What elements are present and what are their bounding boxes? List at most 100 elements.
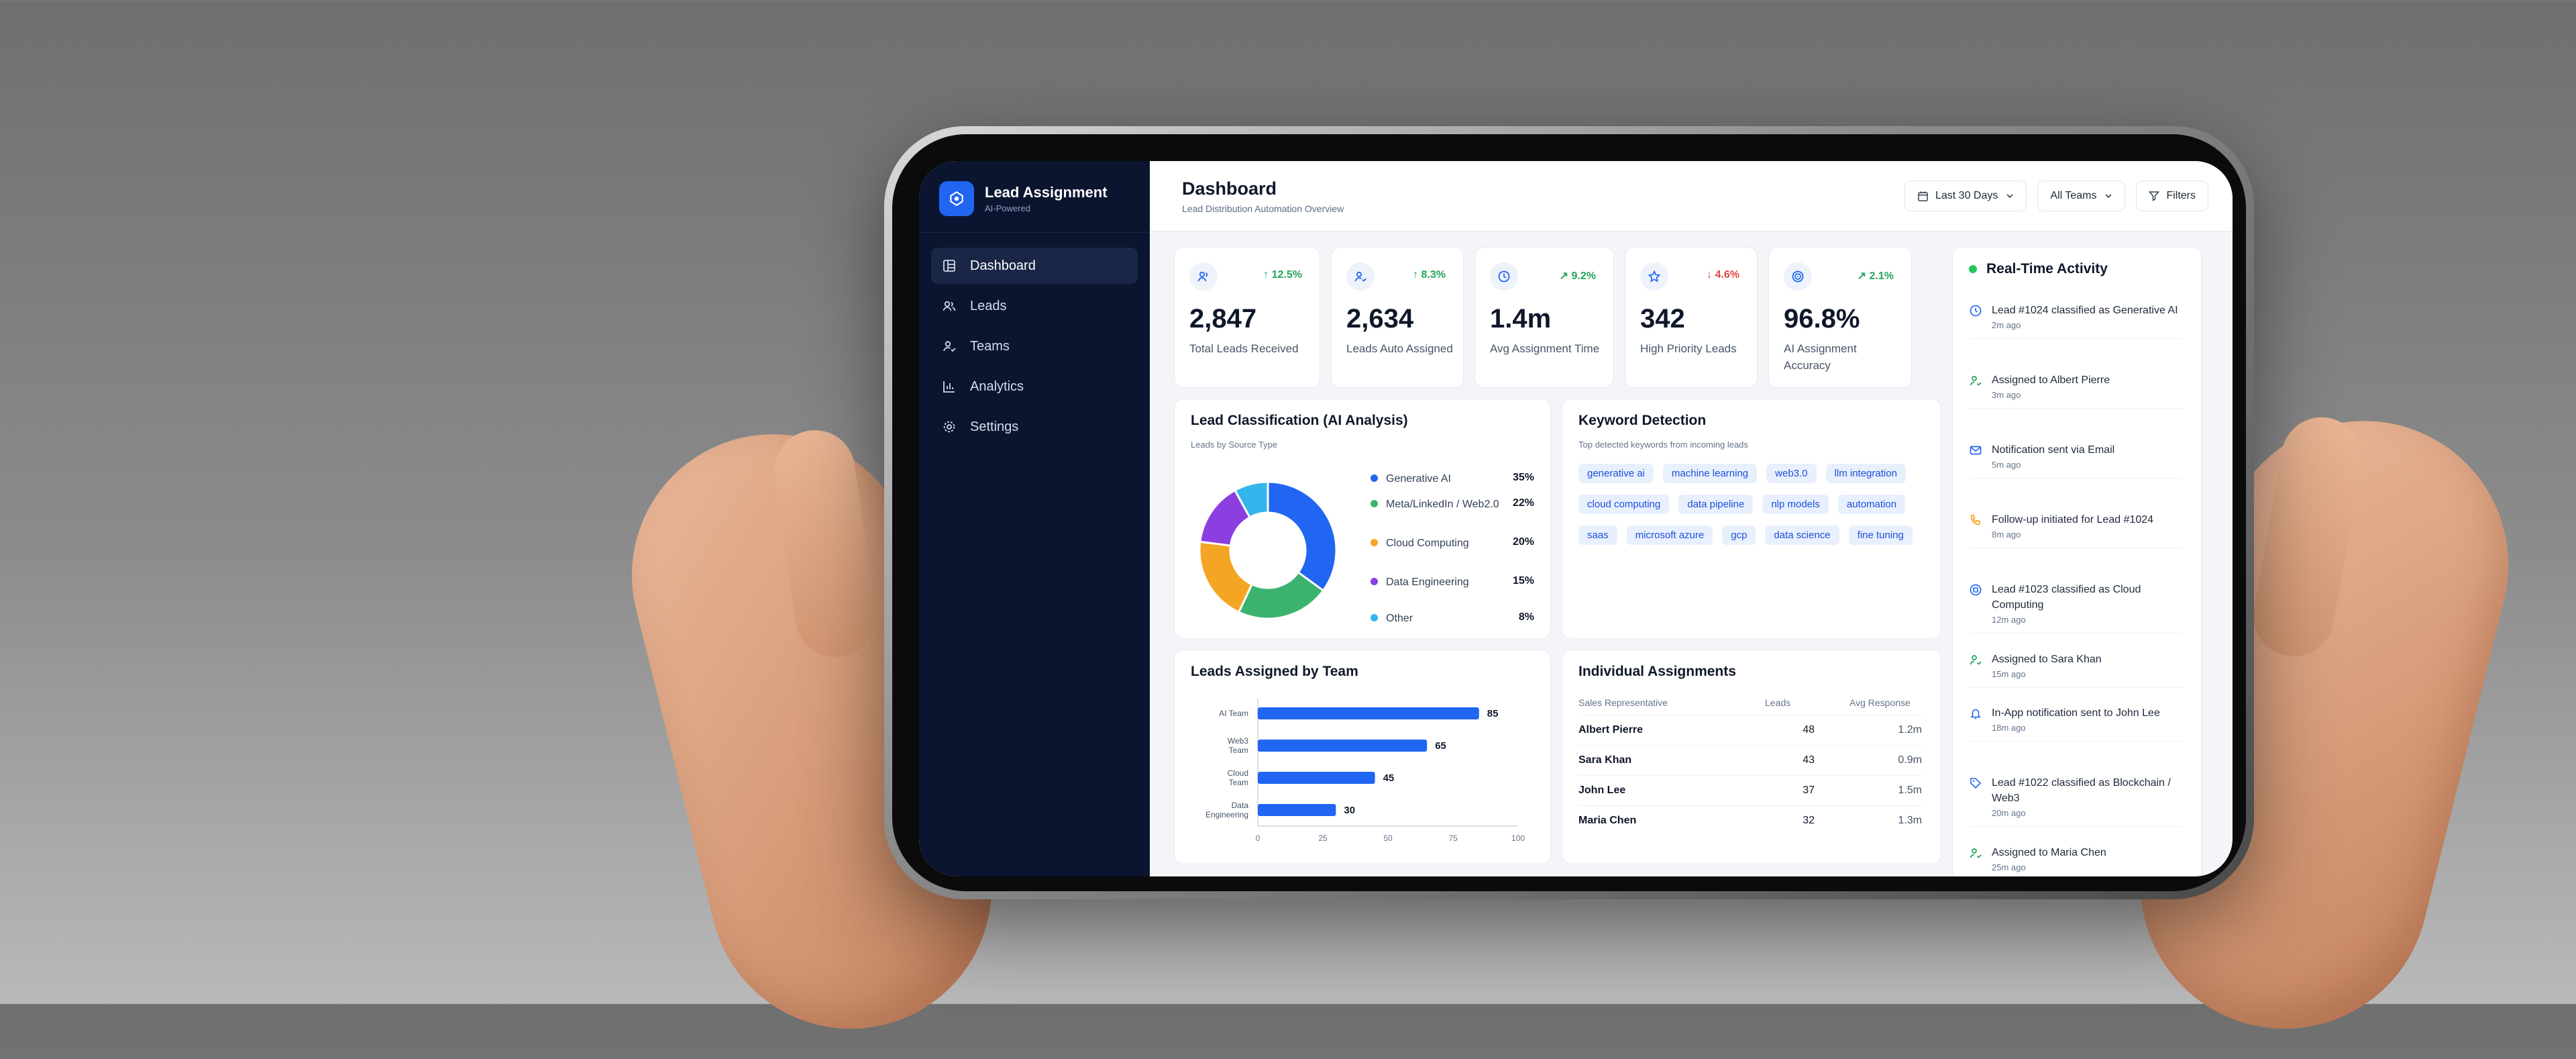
- team-filter-dropdown[interactable]: All Teams: [2037, 181, 2126, 211]
- clock-icon: [1490, 262, 1518, 291]
- category-label: Data: [1232, 801, 1249, 810]
- category-label: Engineering: [1205, 810, 1248, 819]
- stat-label: Total Leads Received: [1189, 342, 1299, 355]
- filters-button[interactable]: Filters: [2136, 181, 2208, 211]
- keyword-tag[interactable]: web3.0: [1766, 464, 1817, 483]
- keyword-tags: generative ai machine learning web3.0 ll…: [1578, 464, 1927, 556]
- sidebar-item-label: Dashboard: [970, 258, 1036, 273]
- keyword-tag[interactable]: cloud computing: [1578, 495, 1670, 514]
- keyword-tag[interactable]: microsoft azure: [1626, 525, 1713, 545]
- stat-value: 1.4m: [1490, 304, 1552, 334]
- bar[interactable]: [1258, 804, 1336, 816]
- sidebar-item-settings[interactable]: Settings: [931, 409, 1138, 445]
- activity-item[interactable]: Assigned to Sara Khan 15m ago: [1969, 652, 2182, 688]
- chevron-down-icon: [2006, 194, 2013, 199]
- filters-label: Filters: [2166, 190, 2196, 201]
- legend-item: Meta/LinkedIn / Web2.0 22%: [1371, 497, 1534, 511]
- stat-card-high-priority[interactable]: ↓ 4.6% 342 High Priority Leads: [1625, 247, 1758, 388]
- donut-slice[interactable]: [1233, 481, 1269, 519]
- target-icon: [1784, 262, 1812, 291]
- activity-text: Notification sent via Email: [1992, 444, 2115, 456]
- keyword-detection-card: Keyword Detection Top detected keywords …: [1562, 399, 1941, 639]
- date-range-dropdown[interactable]: Last 30 Days: [1904, 181, 2027, 211]
- table-row[interactable]: John Lee 37 1.5m: [1578, 775, 1922, 805]
- stat-value: 96.8%: [1784, 304, 1860, 334]
- category-label: Team: [1229, 746, 1248, 755]
- sidebar: Lead Assignment AI-Powered Dashboard Lea…: [919, 161, 1150, 876]
- page-subtitle: Lead Distribution Automation Overview: [1182, 203, 1344, 214]
- mail-icon: [1969, 444, 1982, 457]
- tablet-device: Lead Assignment AI-Powered Dashboard Lea…: [884, 126, 2254, 899]
- brand: Lead Assignment AI-Powered: [919, 161, 1150, 233]
- activity-item[interactable]: Lead #1024 classified as Generative AI 2m…: [1969, 303, 2182, 339]
- bar[interactable]: [1258, 772, 1375, 784]
- activity-item[interactable]: Assigned to Albert Pierre 3m ago: [1969, 372, 2182, 409]
- keyword-tag[interactable]: automation: [1837, 495, 1906, 514]
- activity-item[interactable]: Lead #1022 classified as Blockchain / We…: [1969, 775, 2182, 827]
- keyword-tag[interactable]: machine learning: [1662, 464, 1758, 483]
- keyword-tag[interactable]: data pipeline: [1678, 495, 1754, 514]
- activity-time: 3m ago: [1992, 390, 2021, 400]
- table-row[interactable]: Maria Chen 32 1.3m: [1578, 805, 1922, 836]
- team-bar-chart-card: Leads Assigned by Team 85 AI Team 65 Web3 Te…: [1174, 650, 1551, 864]
- lead-classification-card: Lead Classification (AI Analysis) Leads …: [1174, 399, 1551, 639]
- users-icon: [942, 299, 957, 313]
- category-label: Web3: [1228, 736, 1248, 746]
- activity-text: Lead #1024 classified as Generative AI: [1992, 305, 2178, 316]
- donut-slice[interactable]: [1198, 540, 1254, 614]
- clock-icon: [1969, 304, 1982, 317]
- individual-assignments-card: Individual Assignments Sales Representat…: [1562, 650, 1941, 864]
- sidebar-nav: Dashboard Leads Teams Analytics: [919, 233, 1150, 464]
- legend-item: Generative AI 35%: [1371, 472, 1534, 486]
- tag-icon: [1969, 776, 1982, 790]
- keyword-tag[interactable]: saas: [1578, 525, 1617, 545]
- keyword-tag[interactable]: fine tuning: [1848, 525, 1913, 545]
- legend-item: Cloud Computing 20%: [1371, 536, 1534, 550]
- stat-card-avg-time[interactable]: ↗ 9.2% 1.4m Avg Assignment Time: [1474, 247, 1614, 388]
- activity-item[interactable]: Notification sent via Email 5m ago: [1969, 442, 2182, 478]
- stat-card-ai-accuracy[interactable]: ↗ 2.1% 96.8% AI Assignment Accuracy: [1768, 247, 1912, 388]
- activity-time: 15m ago: [1992, 669, 2026, 679]
- activity-text: Lead #1022 classified as Blockchain / We…: [1992, 777, 2171, 804]
- sidebar-item-analytics[interactable]: Analytics: [931, 368, 1138, 405]
- sidebar-item-leads[interactable]: Leads: [931, 288, 1138, 324]
- keyword-tag[interactable]: generative ai: [1578, 464, 1654, 483]
- card-title: Leads Assigned by Team: [1191, 664, 1358, 679]
- legend-dot: [1371, 578, 1378, 585]
- activity-time: 2m ago: [1992, 320, 2021, 330]
- keyword-tag[interactable]: llm integration: [1825, 464, 1906, 483]
- activity-text: Assigned to Albert Pierre: [1992, 374, 2110, 386]
- donut-slice[interactable]: [1267, 481, 1338, 593]
- card-subtitle: Top detected keywords from incoming lead…: [1578, 440, 1748, 450]
- legend-dot: [1371, 474, 1378, 482]
- legend-item: Data Engineering 15%: [1371, 575, 1534, 589]
- main-content: Dashboard Lead Distribution Automation O…: [1150, 161, 2233, 876]
- table-row[interactable]: Albert Pierre 48 1.2m: [1578, 715, 1922, 745]
- sidebar-item-label: Teams: [970, 338, 1010, 354]
- bar[interactable]: [1258, 707, 1479, 719]
- stat-card-total-leads[interactable]: ↑ 12.5% 2,847 Total Leads Received: [1174, 247, 1320, 388]
- sidebar-item-teams[interactable]: Teams: [931, 328, 1138, 364]
- stat-value: 2,634: [1346, 304, 1414, 334]
- activity-item[interactable]: Follow-up initiated for Lead #1024 8m ago: [1969, 512, 2182, 548]
- activity-text: Follow-up initiated for Lead #1024: [1992, 514, 2154, 525]
- bar[interactable]: [1258, 740, 1428, 752]
- stat-change: ↑ 12.5%: [1263, 269, 1302, 281]
- sidebar-item-label: Leads: [970, 298, 1007, 313]
- table-row[interactable]: Sara Khan 43 0.9m: [1578, 745, 1922, 775]
- users-icon: [1189, 262, 1218, 291]
- sidebar-item-dashboard[interactable]: Dashboard: [931, 248, 1138, 284]
- category-label: Cloud: [1228, 768, 1248, 778]
- star-icon: [1640, 262, 1668, 291]
- keyword-tag[interactable]: gcp: [1722, 525, 1756, 545]
- live-indicator: [1969, 265, 1977, 273]
- activity-item[interactable]: Assigned to Maria Chen 25m ago: [1969, 845, 2182, 876]
- bar-value-label: 30: [1344, 805, 1355, 816]
- keyword-tag[interactable]: data science: [1765, 525, 1839, 545]
- stat-card-auto-assigned[interactable]: ↑ 8.3% 2,634 Leads Auto Assigned: [1331, 247, 1464, 388]
- keyword-tag[interactable]: nlp models: [1762, 495, 1829, 514]
- activity-item[interactable]: Lead #1023 classified as Cloud Computing…: [1969, 582, 2182, 634]
- activity-item[interactable]: In-App notification sent to John Lee 18m …: [1969, 705, 2182, 742]
- stat-change: ↑ 8.3%: [1413, 269, 1446, 281]
